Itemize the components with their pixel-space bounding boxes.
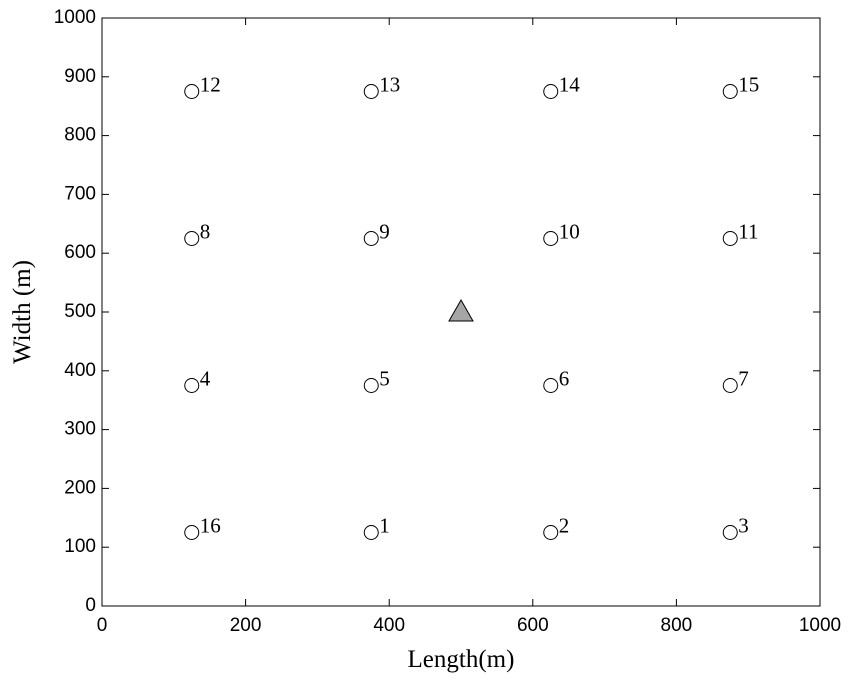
node-marker — [364, 379, 378, 393]
y-tick-label: 200 — [64, 477, 96, 498]
y-tick-label: 300 — [64, 419, 96, 440]
node-label: 4 — [200, 366, 211, 390]
node-label: 14 — [559, 72, 581, 96]
y-tick-label: 400 — [64, 360, 96, 381]
y-tick-label: 700 — [64, 183, 96, 204]
node-label: 16 — [200, 513, 221, 537]
node-marker — [544, 379, 558, 393]
x-tick-label: 600 — [517, 615, 549, 636]
node-marker — [185, 85, 199, 99]
chart: Length(m) Width (m) 0 200 400 600 800 1000 0 10… — [0, 0, 851, 683]
node-marker — [544, 232, 558, 246]
node-label: 13 — [379, 72, 400, 96]
x-tick-label: 0 — [97, 615, 108, 636]
node-marker — [723, 232, 737, 246]
x-axis-title: Length(m) — [408, 646, 515, 673]
node-marker — [364, 232, 378, 246]
node-label: 11 — [738, 219, 758, 243]
x-tick-label: 200 — [230, 615, 262, 636]
node-label: 12 — [200, 72, 221, 96]
node-marker — [723, 85, 737, 99]
node-label: 8 — [200, 219, 211, 243]
node-label: 3 — [738, 513, 749, 537]
y-tick-label: 900 — [64, 66, 96, 87]
x-tick-label: 1000 — [799, 615, 841, 636]
node-marker — [544, 85, 558, 99]
node-marker — [364, 85, 378, 99]
node-label: 5 — [379, 366, 390, 390]
x-tick-label: 800 — [661, 615, 693, 636]
y-tick-label: 600 — [64, 242, 96, 263]
node-marker — [185, 526, 199, 540]
y-tick-label: 100 — [64, 536, 96, 557]
y-tick-label: 1000 — [54, 7, 96, 28]
node-label: 6 — [559, 366, 570, 390]
y-tick-label: 800 — [64, 125, 96, 146]
node-marker — [544, 526, 558, 540]
node-marker — [185, 379, 199, 393]
node-marker — [723, 526, 737, 540]
node-marker — [364, 526, 378, 540]
node-label: 2 — [559, 513, 570, 537]
node-label: 9 — [379, 219, 390, 243]
node-marker — [185, 232, 199, 246]
node-label: 15 — [738, 72, 759, 96]
y-axis-title: Width (m) — [9, 260, 36, 364]
y-tick-label: 0 — [85, 595, 96, 616]
node-label: 10 — [559, 219, 580, 243]
triangle-marker — [449, 300, 473, 321]
node-marker — [723, 379, 737, 393]
node-label: 1 — [379, 513, 390, 537]
node-label: 7 — [738, 366, 749, 390]
x-tick-label: 400 — [373, 615, 405, 636]
y-tick-label: 500 — [64, 301, 96, 322]
